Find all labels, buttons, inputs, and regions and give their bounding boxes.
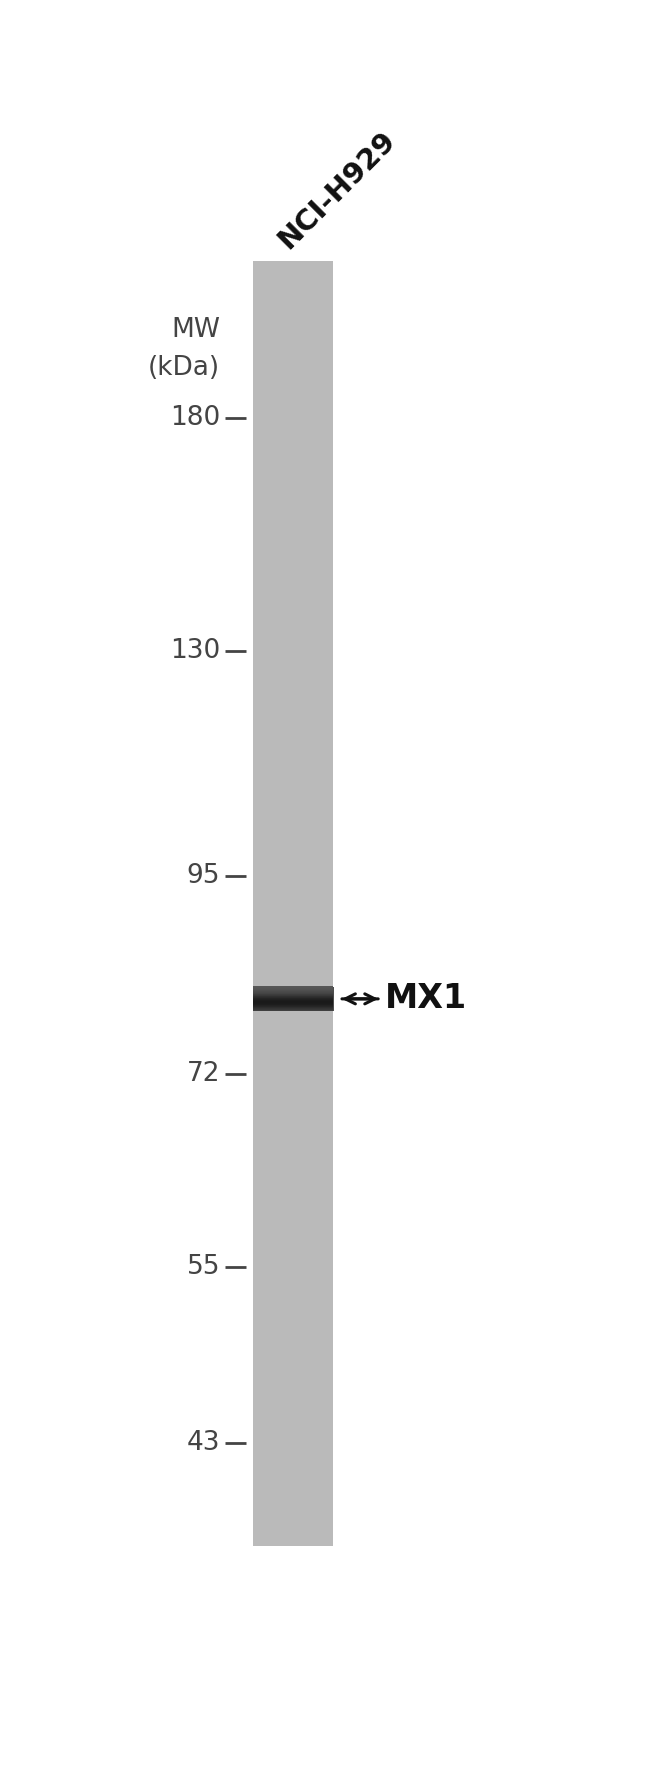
Bar	[276, 987, 277, 1012]
Bar	[275, 987, 276, 1012]
Bar	[287, 987, 289, 1012]
Bar	[280, 987, 281, 1012]
Bar	[294, 987, 295, 1012]
Bar	[272, 987, 274, 1012]
Bar	[292, 987, 294, 1012]
Bar	[331, 987, 333, 1012]
Bar	[261, 987, 262, 1012]
Bar	[315, 987, 317, 1012]
Bar	[298, 987, 300, 1012]
Bar	[285, 987, 286, 1012]
Bar	[278, 987, 280, 1012]
Bar	[313, 987, 315, 1012]
Bar	[279, 987, 280, 1012]
Bar	[307, 987, 309, 1012]
Bar	[263, 987, 264, 1012]
Bar	[254, 987, 255, 1012]
Bar	[328, 987, 330, 1012]
Bar	[301, 987, 302, 1012]
Bar	[314, 987, 315, 1012]
Text: 72: 72	[187, 1061, 220, 1088]
Bar	[309, 987, 311, 1012]
Bar	[304, 987, 306, 1012]
Bar	[288, 987, 289, 1012]
Bar	[326, 987, 328, 1012]
Bar	[300, 987, 302, 1012]
Bar	[308, 987, 309, 1012]
Text: 43: 43	[187, 1431, 220, 1457]
Text: MX1: MX1	[385, 982, 467, 1015]
Bar	[268, 987, 270, 1012]
Bar	[327, 987, 329, 1012]
Bar	[321, 987, 322, 1012]
Bar	[268, 987, 269, 1012]
Bar	[306, 987, 307, 1012]
Bar	[312, 987, 313, 1012]
Text: 180: 180	[170, 405, 220, 431]
Bar	[320, 987, 322, 1012]
Bar	[266, 987, 267, 1012]
Text: (kDa): (kDa)	[148, 355, 220, 382]
Bar	[330, 987, 332, 1012]
Bar	[332, 987, 333, 1012]
Bar	[291, 987, 292, 1012]
Bar	[297, 987, 298, 1012]
Bar	[264, 987, 265, 1012]
Bar	[329, 987, 331, 1012]
Bar	[255, 987, 256, 1012]
Text: 55: 55	[187, 1255, 220, 1280]
Bar	[274, 987, 275, 1012]
Bar	[252, 261, 333, 1546]
Bar	[292, 987, 293, 1012]
Bar	[289, 987, 291, 1012]
Text: 130: 130	[170, 639, 220, 664]
Bar	[323, 987, 324, 1012]
Bar	[283, 987, 284, 1012]
Bar	[286, 987, 287, 1012]
Bar	[261, 987, 263, 1012]
Bar	[272, 987, 273, 1012]
Bar	[255, 987, 257, 1012]
Bar	[266, 987, 268, 1012]
Bar	[270, 987, 272, 1012]
Bar	[318, 987, 320, 1012]
Text: NCI-H929: NCI-H929	[273, 126, 401, 254]
Bar	[259, 987, 261, 1012]
Bar	[299, 987, 300, 1012]
Bar	[325, 987, 326, 1012]
Bar	[305, 987, 306, 1012]
Text: 95: 95	[187, 863, 220, 889]
Bar	[324, 987, 326, 1012]
Bar	[284, 987, 285, 1012]
Bar	[317, 987, 318, 1012]
Bar	[290, 987, 291, 1012]
Bar	[316, 987, 317, 1012]
Bar	[310, 987, 311, 1012]
Bar	[252, 987, 254, 1012]
Bar	[302, 987, 304, 1012]
Bar	[281, 987, 282, 1012]
Bar	[277, 987, 278, 1012]
Bar	[295, 987, 296, 1012]
Bar	[319, 987, 320, 1012]
Bar	[322, 987, 324, 1012]
Text: MW: MW	[172, 318, 220, 343]
Bar	[270, 987, 271, 1012]
Bar	[257, 987, 258, 1012]
Bar	[296, 987, 297, 1012]
Bar	[259, 987, 260, 1012]
Bar	[303, 987, 304, 1012]
Bar	[257, 987, 259, 1012]
Bar	[265, 987, 266, 1012]
Bar	[311, 987, 313, 1012]
Bar	[281, 987, 283, 1012]
